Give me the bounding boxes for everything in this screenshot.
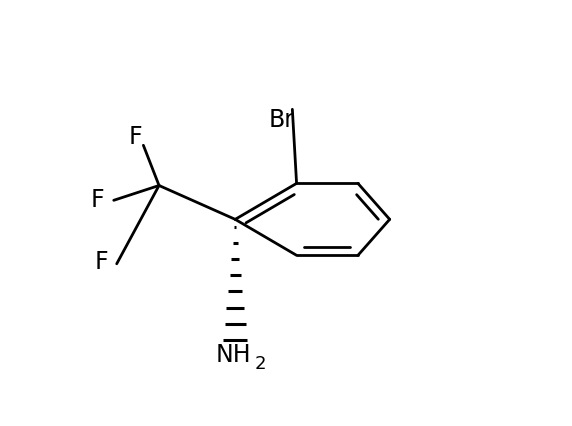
Text: F: F — [91, 188, 105, 212]
Text: 2: 2 — [255, 355, 267, 373]
Text: NH: NH — [215, 343, 251, 368]
Text: Br: Br — [269, 108, 295, 132]
Text: F: F — [95, 250, 109, 273]
Text: F: F — [129, 125, 142, 149]
